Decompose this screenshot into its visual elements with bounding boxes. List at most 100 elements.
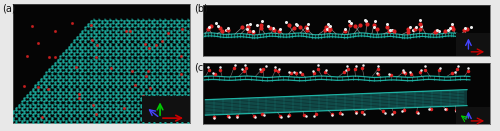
Point [106, 62, 114, 64]
Point [84, 77, 92, 79]
Point [184, 62, 192, 64]
Point [184, 51, 192, 53]
Point [92, 116, 100, 119]
Point [131, 59, 139, 61]
Point [40, 90, 48, 92]
Point [140, 113, 147, 115]
Point [32, 110, 40, 112]
Point [54, 59, 62, 61]
Point [170, 119, 178, 121]
Point [87, 48, 95, 50]
Point [106, 64, 114, 66]
Point [142, 52, 150, 54]
Point [81, 116, 89, 119]
Point [184, 25, 192, 27]
Point [40, 81, 48, 83]
Point [95, 38, 103, 40]
Point [140, 38, 147, 40]
Point [42, 80, 50, 82]
Point [128, 70, 136, 72]
Point [176, 22, 184, 24]
Point [176, 110, 184, 112]
Point [156, 45, 164, 47]
Point [109, 29, 117, 31]
Point [48, 86, 56, 89]
Point [32, 91, 40, 93]
Point [92, 46, 100, 48]
Point [164, 74, 172, 76]
Point [134, 68, 142, 70]
Point [126, 110, 134, 112]
Point [98, 26, 106, 28]
Point [136, 59, 144, 61]
Point [117, 83, 125, 85]
Point [170, 116, 178, 119]
Point [156, 113, 164, 115]
Point [164, 86, 172, 89]
Point [112, 55, 120, 57]
Point [81, 52, 89, 54]
Point [26, 116, 34, 119]
Point [176, 65, 184, 67]
Point [134, 42, 142, 45]
Point [117, 55, 125, 57]
Point [176, 112, 184, 114]
Point [181, 78, 189, 80]
Point [128, 49, 136, 51]
Point [134, 36, 142, 38]
Point [164, 29, 172, 31]
Point [64, 106, 72, 108]
Point [131, 48, 139, 50]
Point [131, 54, 139, 56]
Point [167, 120, 175, 122]
Point [148, 26, 156, 28]
Point [64, 110, 72, 112]
Point [142, 46, 150, 48]
Point [98, 74, 106, 76]
Point [158, 97, 166, 99]
Point [87, 116, 95, 119]
Point [62, 64, 70, 66]
Point [34, 94, 42, 96]
Point [170, 41, 178, 43]
Point [87, 33, 95, 35]
Point [153, 35, 161, 37]
Point [100, 68, 108, 70]
Point [112, 51, 120, 53]
Point [64, 86, 72, 89]
Point [172, 100, 180, 102]
Point [51, 77, 59, 79]
Point [70, 112, 78, 114]
Point [176, 80, 184, 82]
Point [46, 103, 54, 105]
Point [56, 62, 64, 64]
Point [170, 61, 178, 63]
Point [136, 61, 144, 63]
Point [98, 86, 106, 89]
Point [37, 84, 45, 86]
Point [104, 48, 112, 50]
Point [62, 68, 70, 70]
Point [150, 38, 158, 40]
Point [178, 38, 186, 40]
Point [95, 107, 103, 109]
Point [176, 61, 184, 63]
Point [98, 39, 106, 41]
Point [104, 106, 112, 108]
Point [184, 75, 192, 77]
Point [68, 113, 76, 115]
Point [106, 120, 114, 122]
Point [181, 67, 189, 69]
Point [145, 81, 153, 83]
Point [64, 93, 72, 95]
Point [164, 84, 172, 86]
Point [59, 54, 67, 56]
Point [164, 48, 172, 50]
Point [150, 75, 158, 77]
Point [56, 68, 64, 70]
Point [78, 90, 86, 92]
Point [81, 67, 89, 69]
Point [73, 96, 81, 98]
Point [148, 84, 156, 86]
Point [128, 75, 136, 77]
